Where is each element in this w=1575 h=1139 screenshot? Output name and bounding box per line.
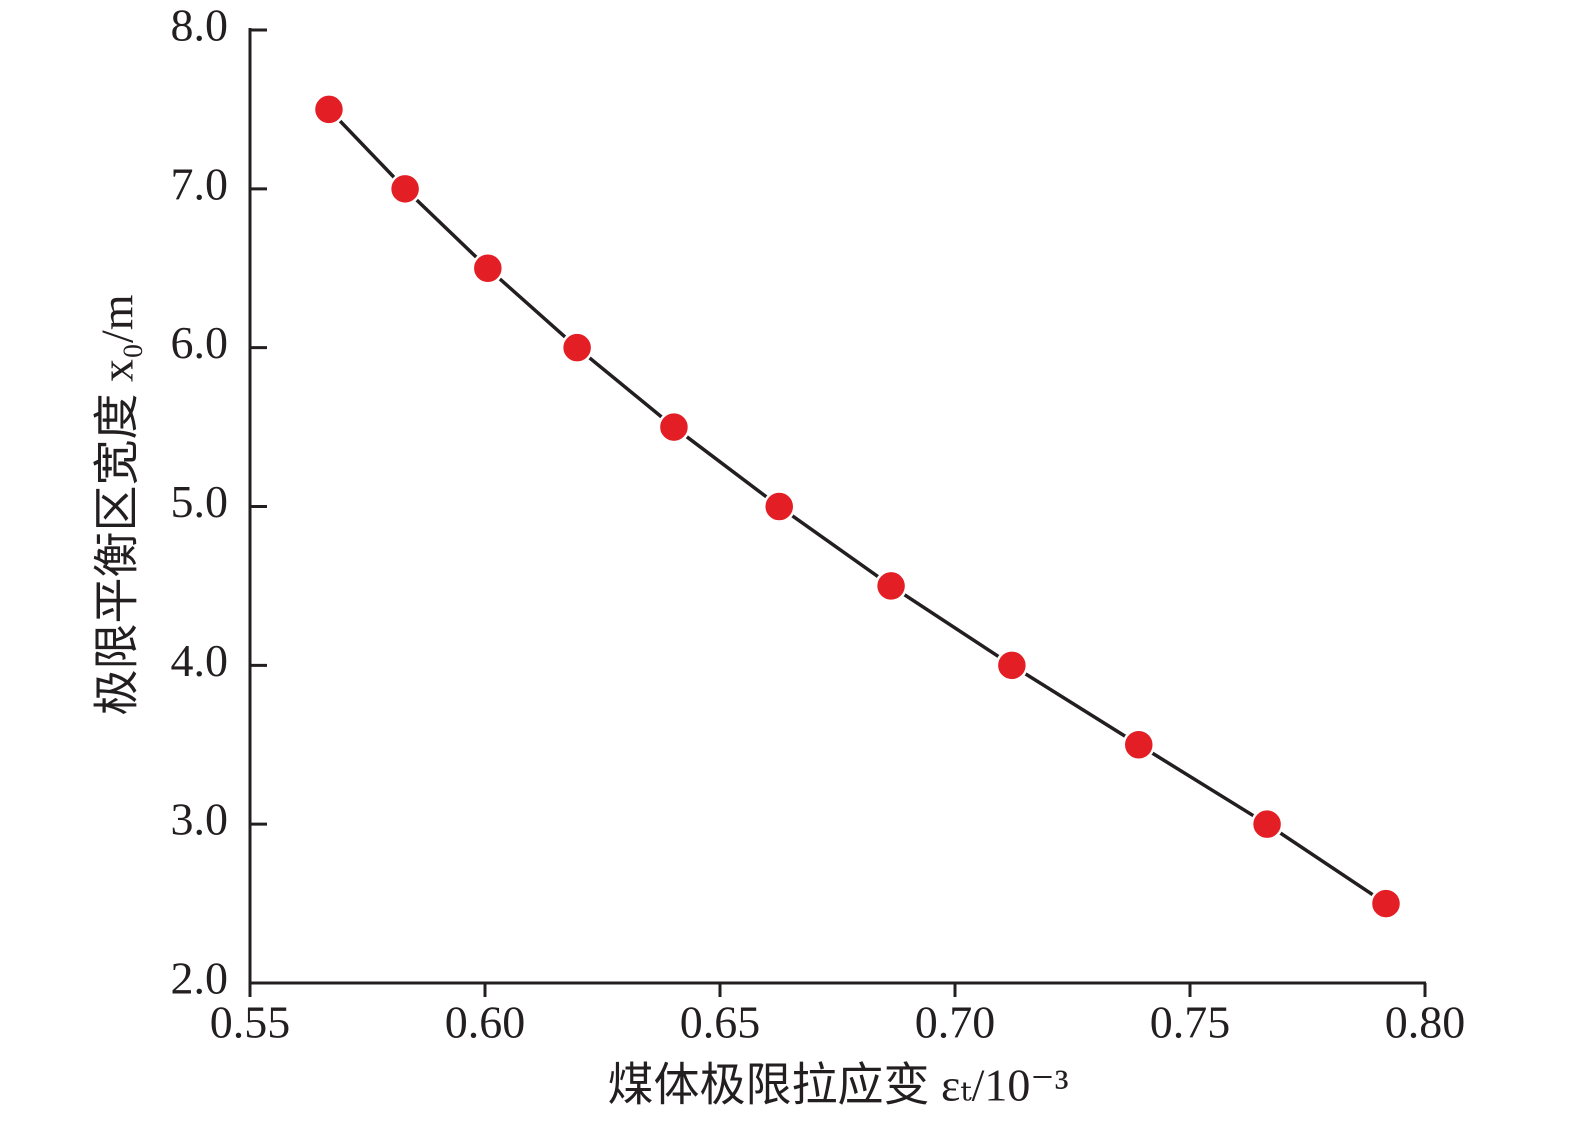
y-tick-label: 6.0 [171, 317, 229, 368]
x-tick-label: 0.60 [445, 997, 526, 1048]
data-point [388, 172, 422, 206]
data-point [560, 331, 594, 364]
data-point [1369, 887, 1403, 920]
x-tick-label: 0.70 [915, 997, 996, 1048]
data-point [1250, 807, 1284, 841]
x-tick-label: 0.75 [1150, 997, 1231, 1048]
data-line [327, 108, 1387, 906]
y-tick-label: 3.0 [171, 794, 229, 845]
y-tick-label: 5.0 [171, 476, 229, 527]
y-tick-label: 2.0 [171, 953, 229, 1004]
y-axis-label: 极限平衡区宽度 x₀/m [92, 294, 143, 715]
data-point [874, 569, 908, 603]
data-point [762, 490, 796, 523]
data-point [657, 410, 691, 444]
x-tick-label: 0.55 [210, 997, 291, 1048]
y-tick-label: 7.0 [171, 158, 229, 209]
data-point [471, 252, 505, 285]
x-tick-label: 0.80 [1385, 997, 1466, 1048]
data-point [312, 93, 346, 126]
x-tick-label: 0.65 [680, 997, 761, 1048]
y-tick-label: 8.0 [171, 0, 229, 51]
x-axis-label: 煤体极限拉应变 εₜ/10⁻³ [607, 1060, 1068, 1111]
y-tick-label: 4.0 [171, 635, 229, 686]
data-point [1122, 728, 1156, 761]
data-point [995, 649, 1029, 682]
